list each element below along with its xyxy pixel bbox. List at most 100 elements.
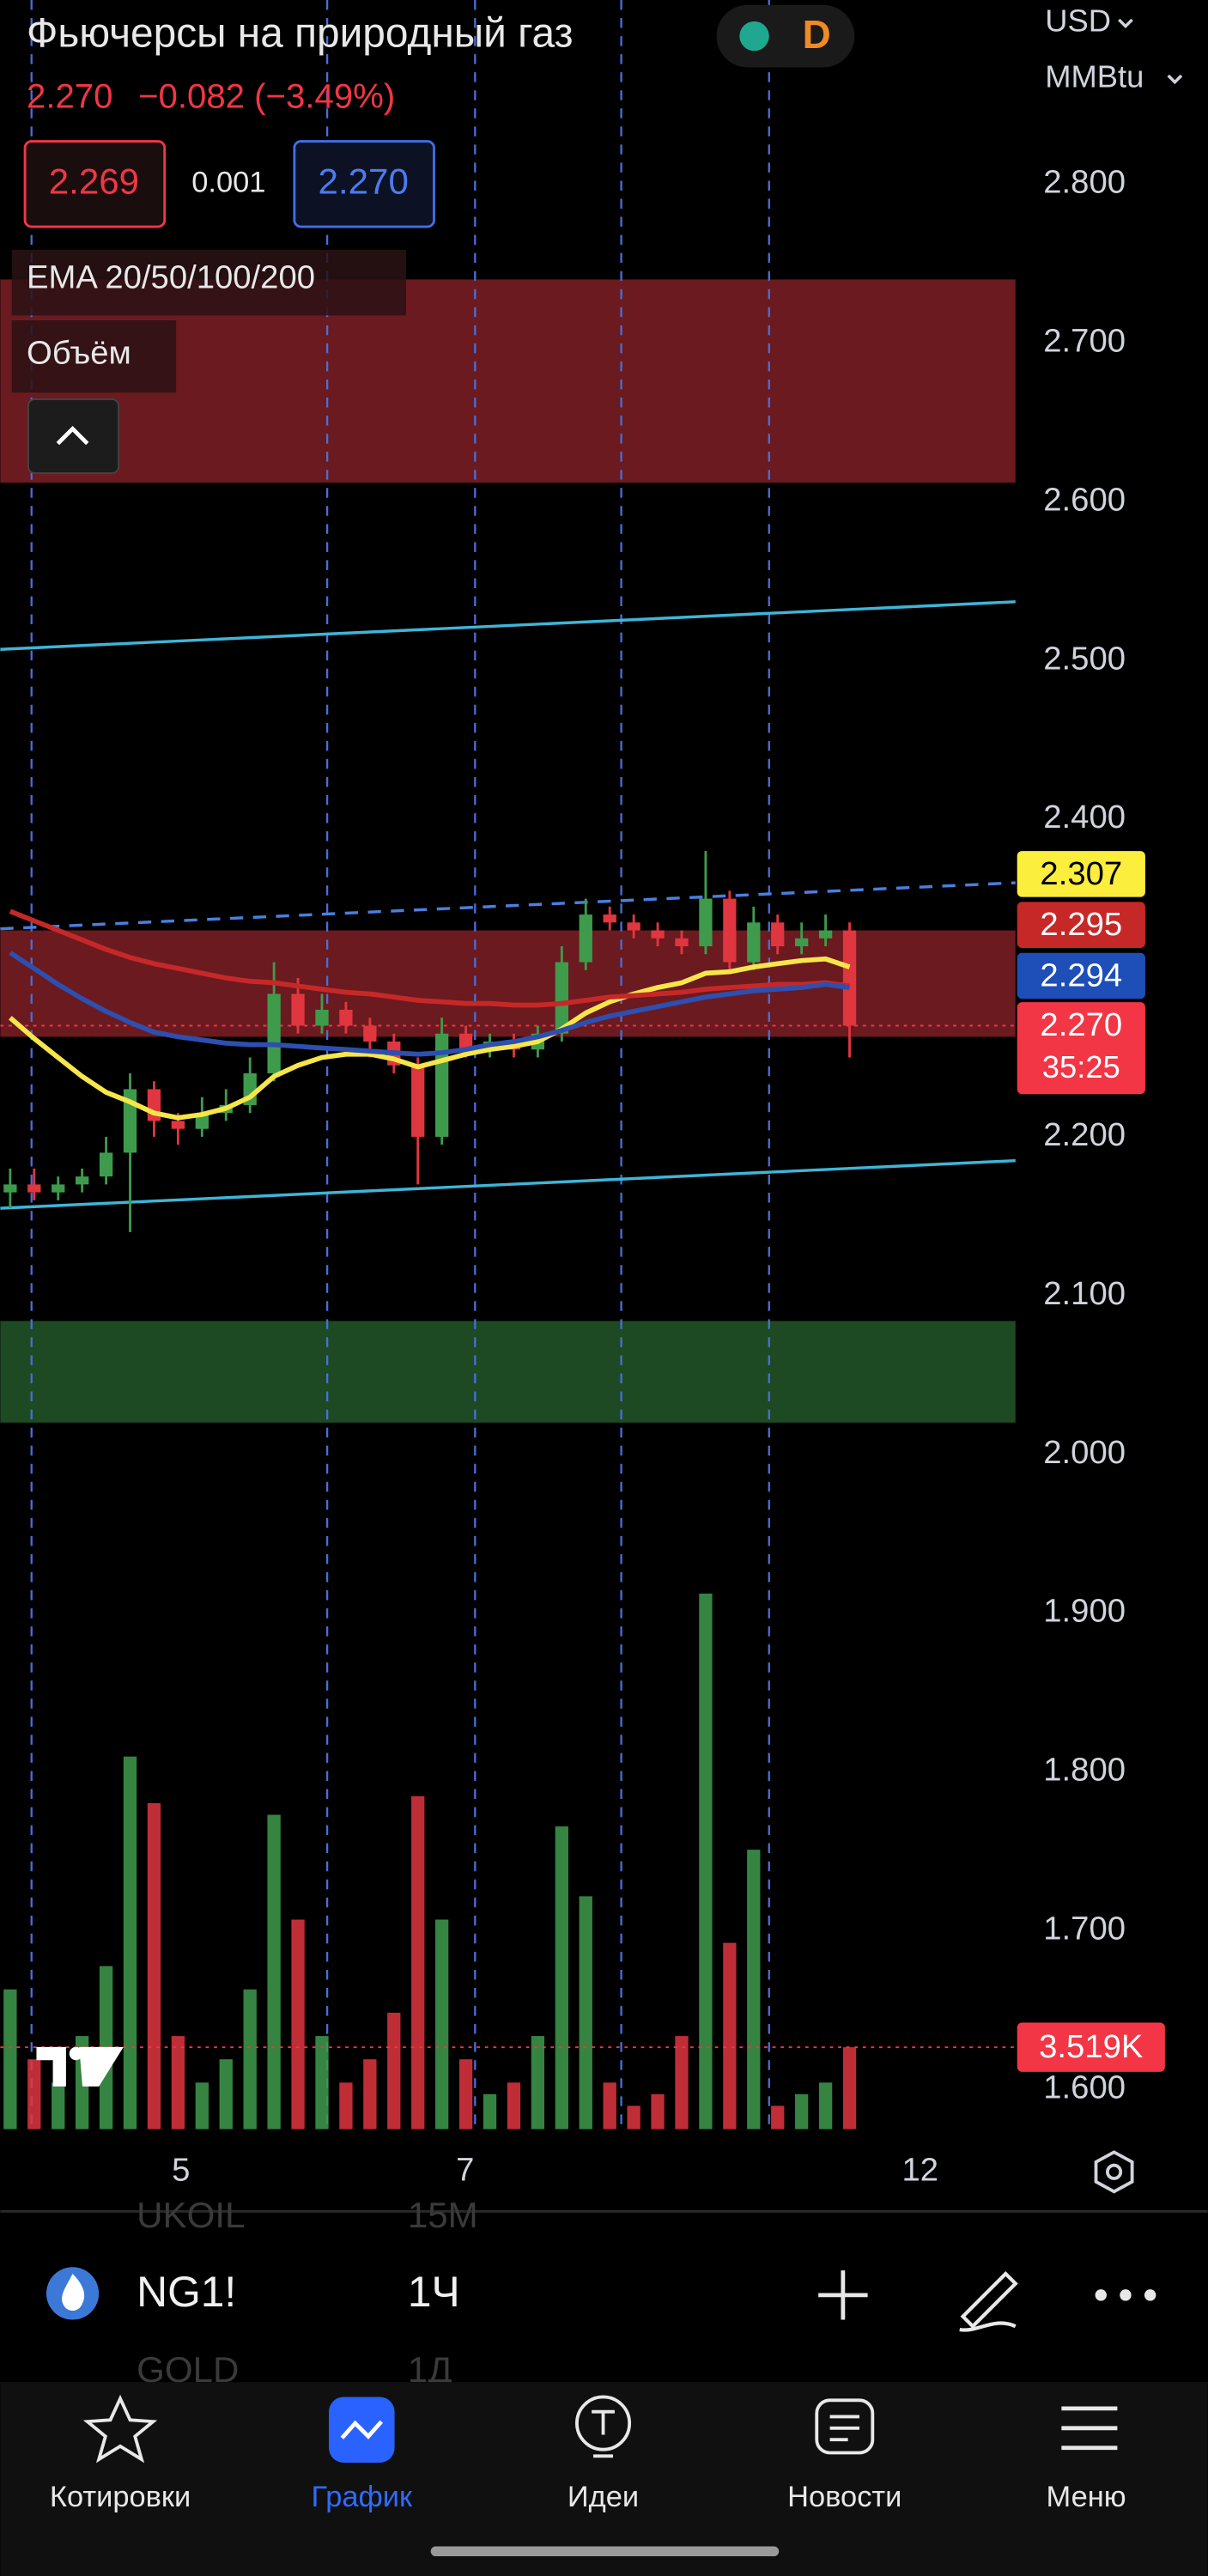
nav-label[interactable]: График — [311, 2481, 413, 2513]
candle-body — [458, 1033, 473, 1050]
interval[interactable]: 1Ч — [408, 2268, 460, 2316]
nav-label[interactable]: Новости — [787, 2481, 901, 2513]
candle-body — [675, 938, 689, 947]
ask-button[interactable] — [293, 140, 435, 228]
ema-line — [9, 908, 850, 1008]
candle-body — [99, 1152, 113, 1177]
candle-body — [76, 1176, 89, 1185]
candle-body — [603, 914, 616, 923]
candle-body — [723, 898, 737, 963]
symbol[interactable]: NG1! — [137, 2268, 236, 2316]
volume-bar — [171, 2036, 185, 2129]
chart[interactable]: 3.519K2.8002.7002.6002.5002.4002.3002.20… — [0, 0, 1165, 2188]
y-tick-label: 1.900 — [1043, 1593, 1126, 1630]
nav-icon — [829, 2415, 860, 2442]
volume-bar — [339, 2082, 353, 2129]
header: Фьючерсы на природный газ D 2.270 −0.082… — [11, 3, 1183, 474]
bottom-nav: Котировки График Идеи Новости Меню — [0, 2382, 1208, 2576]
candle-body — [699, 898, 713, 947]
interval-badge[interactable]: D — [803, 12, 831, 57]
candle-body — [363, 1025, 377, 1042]
volume-bar — [651, 2093, 665, 2129]
add-button[interactable] — [818, 2270, 868, 2320]
more-button[interactable] — [1095, 2289, 1156, 2301]
price-label-bg — [1017, 1002, 1145, 1095]
trend-line — [0, 1158, 1016, 1210]
volume-bar — [3, 1989, 17, 2129]
nav-label[interactable]: Идеи — [568, 2481, 639, 2513]
ask-price[interactable]: 2.270 — [319, 161, 409, 201]
indicator-volume[interactable]: Объём — [27, 334, 131, 371]
candle-body — [171, 1121, 185, 1129]
candle-body — [842, 930, 857, 1026]
nav-icon — [575, 2395, 632, 2451]
market-status — [739, 21, 769, 52]
home-indicator — [430, 2546, 780, 2557]
candle-body — [339, 1010, 353, 1026]
candle-body — [555, 962, 568, 1034]
y-tick-label: 2.800 — [1043, 164, 1126, 201]
price-label-bg — [1017, 851, 1145, 897]
volume-bar — [483, 2093, 497, 2129]
nav-label[interactable]: Меню — [1047, 2481, 1126, 2513]
time-axis — [0, 2150, 1208, 2213]
currency[interactable]: USD — [1045, 3, 1111, 38]
tv-logo-dot — [69, 2046, 83, 2061]
nav-icon — [82, 2394, 158, 2464]
volume-bar — [411, 1795, 425, 2129]
candle-body — [27, 1184, 41, 1193]
volume-label: 3.519K — [1039, 2028, 1144, 2065]
volume-bar — [291, 1919, 305, 2129]
bid-price[interactable]: 2.269 — [49, 161, 139, 201]
volume-bar — [555, 1826, 568, 2129]
badge-bg — [716, 4, 855, 68]
tv-logo — [36, 2046, 124, 2087]
volume-bar — [315, 2036, 329, 2129]
bid-button[interactable] — [23, 140, 167, 228]
trend-line — [0, 881, 1016, 931]
volume-bar — [699, 1593, 713, 2129]
y-tick-label: 2.200 — [1043, 1116, 1126, 1153]
draw-button[interactable] — [959, 2270, 1018, 2332]
volume-bar — [507, 2082, 521, 2129]
y-tick-label: 2.100 — [1043, 1275, 1126, 1312]
volume-bar — [52, 2082, 65, 2129]
candle-body — [315, 1010, 329, 1026]
trend-line — [0, 600, 1016, 651]
indicator-ema[interactable]: EMA 20/50/100/200 — [27, 258, 315, 295]
prev-interval[interactable]: 15М — [408, 2195, 478, 2235]
y-tick-label: 1.600 — [1043, 2069, 1126, 2105]
volume-bar — [531, 2036, 545, 2129]
candle-body — [771, 922, 785, 947]
zone — [0, 1321, 1016, 1423]
y-tick-label: 2.700 — [1043, 323, 1126, 360]
nav-icon — [1061, 2406, 1118, 2451]
y-tick-label: 2.000 — [1043, 1434, 1126, 1471]
volume-bar — [267, 1814, 281, 2129]
chevron — [1118, 18, 1133, 29]
y-tick-label: 2.500 — [1043, 640, 1126, 677]
volume-bar — [675, 2036, 689, 2129]
nav-icon — [815, 2398, 875, 2455]
unit[interactable]: MMBtu — [1045, 58, 1144, 94]
nav-label[interactable]: Котировки — [50, 2481, 191, 2513]
volume-bar — [723, 1942, 737, 2129]
candle-body — [795, 938, 809, 947]
settings-icon[interactable] — [1094, 2150, 1134, 2194]
x-tick-label: 12 — [902, 2151, 939, 2188]
volume-bar — [579, 1896, 592, 2129]
volume-bar — [243, 1989, 257, 2129]
volume-bar — [387, 2012, 401, 2129]
collapse-button[interactable] — [27, 398, 120, 474]
price-label: 2.307 — [1040, 855, 1122, 892]
indicator-bg — [11, 320, 177, 393]
candle-body — [291, 993, 305, 1026]
ema-line — [8, 956, 851, 1121]
candle-body — [3, 1184, 17, 1193]
zone — [0, 930, 1016, 1037]
x-tick-label: 7 — [456, 2151, 474, 2188]
collapse-icon — [56, 425, 89, 446]
prev-symbol[interactable]: UKOIL — [137, 2195, 245, 2235]
